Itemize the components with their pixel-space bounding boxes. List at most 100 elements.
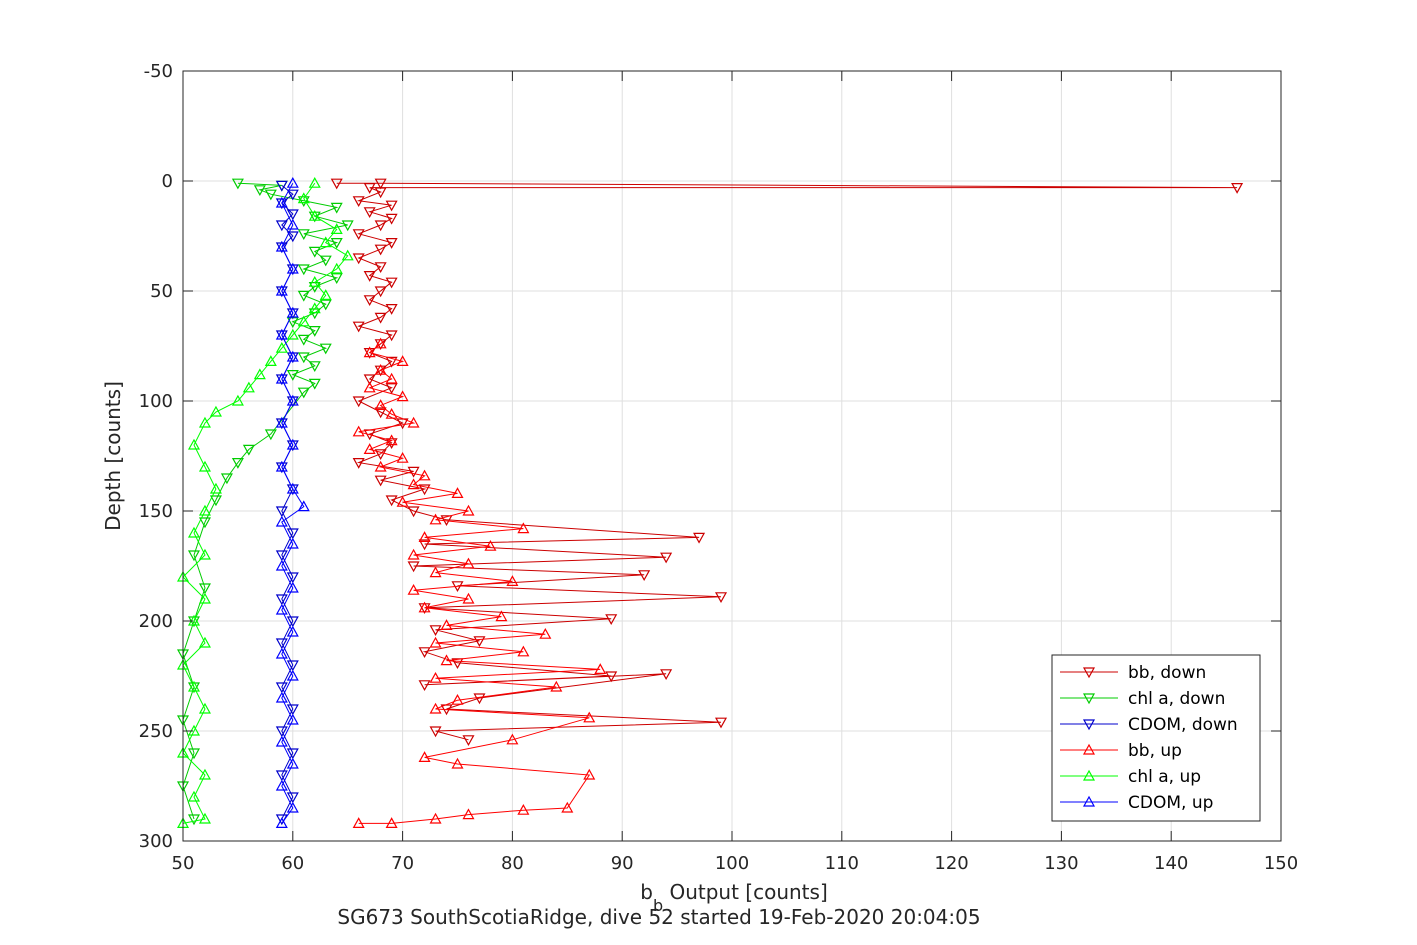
series-line-cdom-up <box>281 182 305 824</box>
data-point-bb-up <box>594 663 607 675</box>
data-point-cdom-down <box>275 726 288 738</box>
data-point-bb-down <box>385 277 398 289</box>
data-point-bb-up <box>396 495 409 507</box>
x-tick-label: 130 <box>1044 853 1078 874</box>
data-point-chl-a-up <box>297 315 310 327</box>
data-point-bb-down <box>385 213 398 225</box>
y-tick-label: 150 <box>139 501 173 522</box>
data-point-cdom-down <box>275 682 288 694</box>
data-point-bb-down <box>407 506 420 518</box>
data-point-chl-a-up <box>187 438 200 450</box>
data-point-chl-a-down <box>286 370 299 381</box>
y-tick-label: 250 <box>139 721 173 742</box>
data-point-bb-down <box>473 636 486 648</box>
x-axis-label-main: b <box>640 880 653 904</box>
data-point-cdom-up <box>286 757 299 769</box>
data-point-bb-down <box>385 200 398 212</box>
data-point-chl-a-up <box>319 289 332 300</box>
data-point-bb-up <box>462 557 475 569</box>
data-point-cdom-up <box>275 647 288 659</box>
data-point-chl-a-down <box>308 326 321 337</box>
legend-swatch-marker <box>1082 667 1096 679</box>
data-point-cdom-up <box>275 284 288 296</box>
data-point-bb-down <box>385 304 398 315</box>
data-point-bb-down <box>363 207 376 219</box>
legend-label: bb, down <box>1128 663 1206 683</box>
data-point-bb-down <box>660 669 673 681</box>
data-point-cdom-up <box>286 801 299 813</box>
data-point-cdom-down <box>275 594 288 606</box>
data-point-bb-down <box>363 271 376 282</box>
data-point-bb-up <box>517 522 530 534</box>
x-tick-label: 120 <box>934 853 968 874</box>
data-point-bb-up <box>517 803 530 815</box>
data-point-chl-a-down <box>297 264 310 276</box>
data-point-cdom-up <box>286 537 299 549</box>
data-point-chl-a-down <box>319 255 332 267</box>
data-point-bb-down <box>385 330 398 342</box>
data-point-bb-down <box>374 187 387 199</box>
data-point-cdom-down <box>286 189 299 201</box>
data-point-bb-up <box>506 575 519 587</box>
data-point-bb-up <box>363 346 376 358</box>
series-line-chl-a-down <box>182 182 348 820</box>
data-point-bb-up <box>374 337 387 349</box>
data-point-chl-a-up <box>187 526 200 538</box>
data-point-bb-up <box>462 504 475 516</box>
x-tick-label: 150 <box>1264 853 1298 874</box>
data-point-cdom-down <box>286 792 299 804</box>
data-point-bb-down <box>363 374 376 386</box>
data-point-bb-down <box>638 570 651 582</box>
data-point-bb-down <box>407 561 420 573</box>
data-point-bb-down <box>385 238 398 249</box>
data-point-chl-a-down <box>308 246 321 258</box>
data-point-cdom-up <box>286 306 299 318</box>
x-tick-label: 80 <box>501 853 524 874</box>
legend-item: CDOM, down <box>1060 715 1238 735</box>
legend-item: bb, down <box>1060 663 1206 683</box>
data-point-bb-down <box>418 647 431 659</box>
series-cdom-up <box>275 176 310 829</box>
data-point-bb-up <box>451 693 464 705</box>
data-point-cdom-down <box>275 638 288 650</box>
data-point-bb-down <box>385 356 398 368</box>
data-point-chl-a-up <box>198 592 211 604</box>
data-point-bb-up <box>352 425 365 437</box>
data-point-bb-up <box>396 390 409 402</box>
legend-label: chl a, down <box>1128 689 1225 709</box>
data-point-cdom-up <box>275 416 288 428</box>
y-tick-label: 0 <box>162 171 173 192</box>
data-point-bb-up <box>429 636 442 648</box>
data-point-chl-a-up <box>198 812 211 824</box>
data-point-bb-up <box>451 757 464 769</box>
y-axis-label: Depth [counts] <box>101 381 125 531</box>
data-point-cdom-down <box>275 770 288 782</box>
data-point-chl-a-up <box>297 192 310 204</box>
data-point-bb-up <box>352 817 365 829</box>
series-line-bb-up <box>358 343 601 824</box>
x-tick-label: 100 <box>715 853 749 874</box>
x-tick-label: 140 <box>1154 853 1188 874</box>
data-point-bb-up <box>429 566 442 578</box>
data-point-bb-down <box>385 495 398 507</box>
legend-swatch-marker <box>1082 719 1096 731</box>
data-point-bb-down <box>352 321 365 333</box>
data-point-chl-a-up <box>198 636 211 648</box>
data-point-bb-down <box>352 229 365 241</box>
legend-label: bb, up <box>1128 741 1182 761</box>
data-point-bb-down <box>418 680 431 692</box>
legend-label: chl a, up <box>1128 767 1201 787</box>
data-point-chl-a-down <box>242 444 255 456</box>
data-point-chl-a-up <box>187 790 200 802</box>
data-point-cdom-up <box>286 394 299 406</box>
y-axis-ticks: -50 0 50 100 150 200 250 300 <box>139 61 1281 852</box>
data-point-bb-down <box>407 466 420 478</box>
data-point-chl-a-up <box>198 548 211 560</box>
data-point-bb-down <box>660 552 673 564</box>
x-axis-label-subscript: b <box>653 896 663 915</box>
data-point-chl-a-down <box>198 583 211 595</box>
data-point-bb-up <box>429 671 442 683</box>
data-point-chl-a-down <box>297 334 310 346</box>
data-point-cdom-up <box>286 438 299 450</box>
